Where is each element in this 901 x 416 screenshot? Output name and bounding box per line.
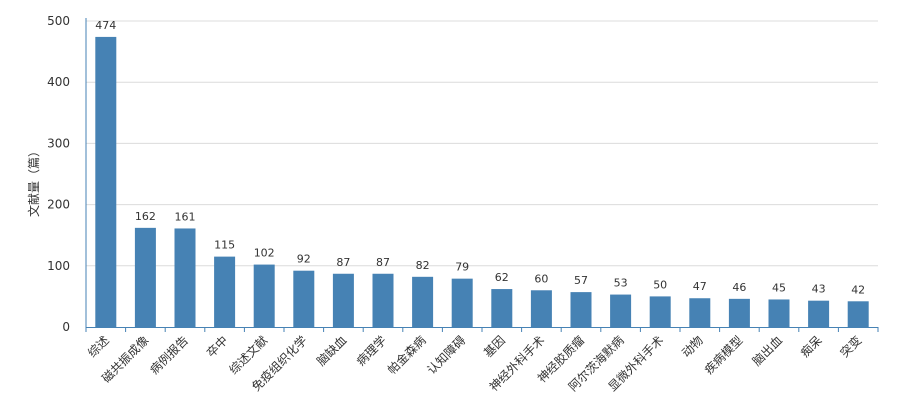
x-tick-label: 综述 bbox=[85, 333, 112, 360]
x-tick-label: 脑出血 bbox=[750, 333, 785, 368]
data-label: 79 bbox=[455, 261, 469, 274]
bar bbox=[214, 256, 236, 327]
bar bbox=[847, 301, 869, 327]
data-labels: 474 162 161 115 102 92 87 87 82 79 62 60 57 53 50 47 46 4… bbox=[95, 19, 865, 296]
bars bbox=[95, 36, 869, 328]
data-label: 60 bbox=[534, 272, 548, 285]
x-tick-label: 痴呆 bbox=[797, 333, 825, 361]
x-tick-label: 基因 bbox=[481, 333, 508, 360]
bar bbox=[372, 273, 394, 327]
y-tick-label: 400 bbox=[47, 75, 70, 89]
axes bbox=[85, 18, 879, 332]
y-tick-label: 500 bbox=[47, 14, 70, 28]
bar bbox=[570, 292, 592, 327]
data-label: 45 bbox=[772, 281, 786, 294]
bar bbox=[134, 227, 156, 327]
y-tick-label: 100 bbox=[47, 259, 70, 273]
bar bbox=[768, 299, 790, 327]
y-tick-label: 0 bbox=[62, 320, 70, 334]
bar bbox=[689, 298, 711, 327]
data-label: 62 bbox=[495, 271, 509, 284]
x-tick-label: 突变 bbox=[837, 333, 865, 361]
bar bbox=[253, 264, 275, 327]
x-tick-label: 动物 bbox=[679, 333, 706, 360]
data-label: 162 bbox=[135, 210, 156, 223]
data-label: 53 bbox=[614, 277, 628, 290]
bar bbox=[808, 300, 830, 327]
bar bbox=[332, 273, 354, 327]
y-tick-label: 300 bbox=[47, 136, 70, 150]
data-label: 82 bbox=[416, 259, 430, 272]
x-tick-label: 病例报告 bbox=[147, 333, 192, 378]
x-tick-label: 卒中 bbox=[203, 333, 231, 361]
data-label: 42 bbox=[851, 283, 865, 296]
data-label: 115 bbox=[214, 239, 235, 252]
data-label: 47 bbox=[693, 280, 707, 293]
bar bbox=[610, 294, 632, 327]
data-label: 474 bbox=[95, 19, 116, 32]
data-label: 43 bbox=[812, 283, 826, 296]
bar bbox=[728, 298, 750, 327]
x-tick-label: 疾病模型 bbox=[701, 333, 746, 378]
x-tick-label: 帕金森病 bbox=[384, 333, 429, 378]
y-axis-title: 文献量（篇） bbox=[26, 145, 41, 217]
x-tick-label: 认知障碍 bbox=[424, 333, 469, 378]
bar bbox=[649, 296, 671, 327]
y-tick-label: 200 bbox=[47, 198, 70, 212]
data-label: 50 bbox=[653, 278, 667, 291]
x-tick-label: 病理学 bbox=[353, 333, 389, 369]
bar bbox=[95, 36, 117, 328]
data-label: 87 bbox=[336, 256, 350, 269]
y-tick-labels: 0 100 200 300 400 500 bbox=[47, 14, 70, 334]
bar bbox=[530, 290, 552, 327]
bar bbox=[491, 289, 513, 327]
data-label: 102 bbox=[254, 247, 275, 260]
x-tick-label: 脑缺血 bbox=[313, 333, 349, 369]
bar bbox=[451, 278, 473, 327]
data-label: 57 bbox=[574, 274, 588, 287]
bar bbox=[174, 228, 196, 327]
data-label: 87 bbox=[376, 256, 390, 269]
data-label: 161 bbox=[175, 210, 196, 223]
data-label: 46 bbox=[732, 281, 746, 294]
bar bbox=[293, 270, 315, 327]
bar bbox=[412, 276, 434, 327]
data-label: 92 bbox=[297, 253, 311, 266]
gridlines bbox=[86, 20, 878, 267]
